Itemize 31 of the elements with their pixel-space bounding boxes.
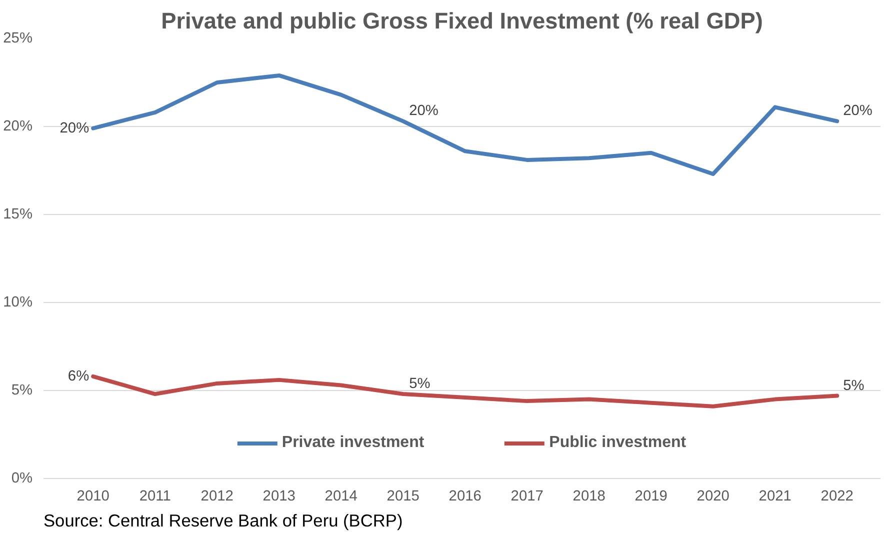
y-tick-label: 25%: [3, 30, 33, 46]
y-tick-label: 5%: [11, 382, 33, 398]
legend-label: Public investment: [549, 434, 686, 452]
x-tick-label: 2010: [76, 488, 110, 504]
x-tick-label: 2012: [200, 488, 234, 504]
x-tick-label: 2021: [758, 488, 792, 504]
source-note: Source: Central Reserve Bank of Peru (BCRP): [44, 510, 403, 530]
legend-label: Private investment: [282, 434, 424, 452]
x-tick-label: 2014: [324, 488, 358, 504]
x-tick-label: 2018: [572, 488, 606, 504]
y-tick-label: 0%: [11, 470, 33, 486]
y-tick-label: 20%: [3, 118, 33, 134]
x-tick-label: 2017: [510, 488, 544, 504]
data-label: 20%: [60, 120, 90, 136]
data-label: 5%: [843, 378, 864, 394]
x-tick-label: 2016: [448, 488, 482, 504]
y-tick-label: 10%: [3, 294, 33, 310]
x-tick-label: 2022: [820, 488, 854, 504]
data-label: 20%: [409, 103, 438, 120]
x-tick-label: 2015: [386, 488, 420, 504]
data-label: 6%: [68, 368, 90, 384]
line-series: [91, 374, 840, 408]
x-tick-label: 2020: [696, 488, 730, 504]
line-series: [91, 73, 840, 176]
x-tick-label: 2013: [262, 488, 296, 504]
x-tick-label: 2019: [634, 488, 668, 504]
data-label: 5%: [409, 376, 430, 392]
y-tick-label: 15%: [3, 206, 33, 222]
data-label: 20%: [843, 103, 872, 120]
x-tick-label: 2011: [139, 488, 171, 504]
chart-title: Private and public Gross Fixed Investment (% real GDP): [161, 8, 763, 34]
